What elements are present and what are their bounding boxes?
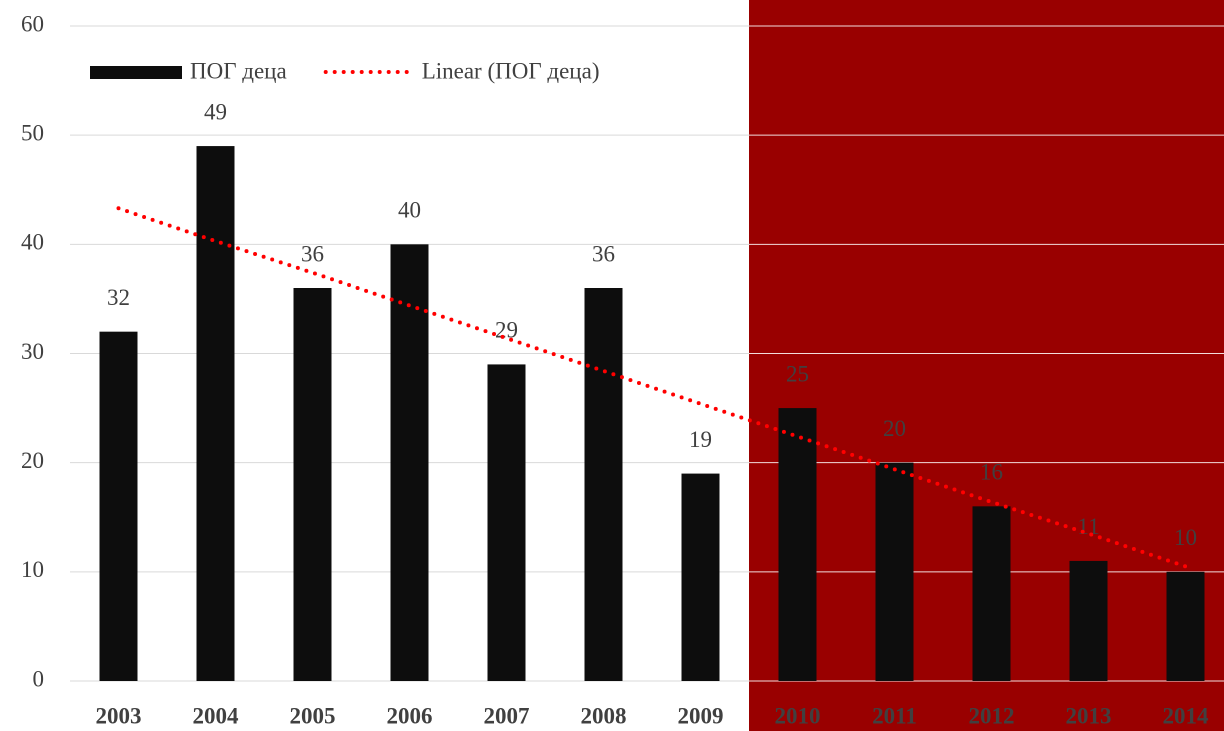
y-tick-label: 0 — [33, 666, 45, 691]
bar — [778, 408, 817, 681]
bar — [875, 462, 914, 681]
legend-label: Linear (ПОГ деца) — [422, 58, 600, 83]
bar — [390, 244, 429, 682]
x-tick-label: 2009 — [678, 703, 724, 728]
x-tick-label: 2008 — [581, 703, 627, 728]
data-label: 11 — [1077, 514, 1099, 539]
y-tick-label: 60 — [21, 11, 44, 36]
bar — [584, 288, 623, 681]
data-label: 36 — [301, 241, 324, 266]
y-tick-label: 10 — [21, 557, 44, 582]
x-tick-label: 2005 — [290, 703, 336, 728]
x-tick-label: 2011 — [872, 703, 917, 728]
y-tick-label: 50 — [21, 120, 44, 145]
y-tick-label: 40 — [21, 230, 44, 255]
x-tick-label: 2003 — [96, 703, 142, 728]
bar — [99, 331, 138, 681]
y-tick-label: 30 — [21, 339, 44, 364]
bar — [972, 506, 1011, 681]
trend-line — [116, 206, 1188, 569]
data-label: 19 — [689, 427, 712, 452]
x-tick-label: 2007 — [484, 703, 530, 728]
data-label: 25 — [786, 361, 809, 386]
bar — [1166, 571, 1205, 681]
bar — [293, 288, 332, 681]
data-label: 40 — [398, 198, 421, 223]
x-tick-label: 2013 — [1066, 703, 1112, 728]
data-label: 49 — [204, 99, 227, 124]
bar — [487, 364, 526, 681]
y-tick-label: 20 — [21, 448, 44, 473]
data-label: 29 — [495, 318, 518, 343]
data-label: 20 — [883, 416, 906, 441]
legend-label: ПОГ деца — [190, 58, 287, 83]
x-tick-label: 2012 — [969, 703, 1015, 728]
x-tick-label: 2006 — [387, 703, 433, 728]
data-label: 36 — [592, 241, 615, 266]
bar — [681, 473, 720, 681]
data-label: 32 — [107, 285, 130, 310]
x-tick-label: 2010 — [775, 703, 821, 728]
data-label: 16 — [980, 460, 1003, 485]
x-tick-label: 2004 — [193, 703, 240, 728]
bar — [196, 146, 235, 682]
bar — [1069, 560, 1108, 681]
x-tick-label: 2014 — [1163, 703, 1210, 728]
legend-swatch — [90, 66, 182, 79]
data-label: 10 — [1174, 525, 1197, 550]
